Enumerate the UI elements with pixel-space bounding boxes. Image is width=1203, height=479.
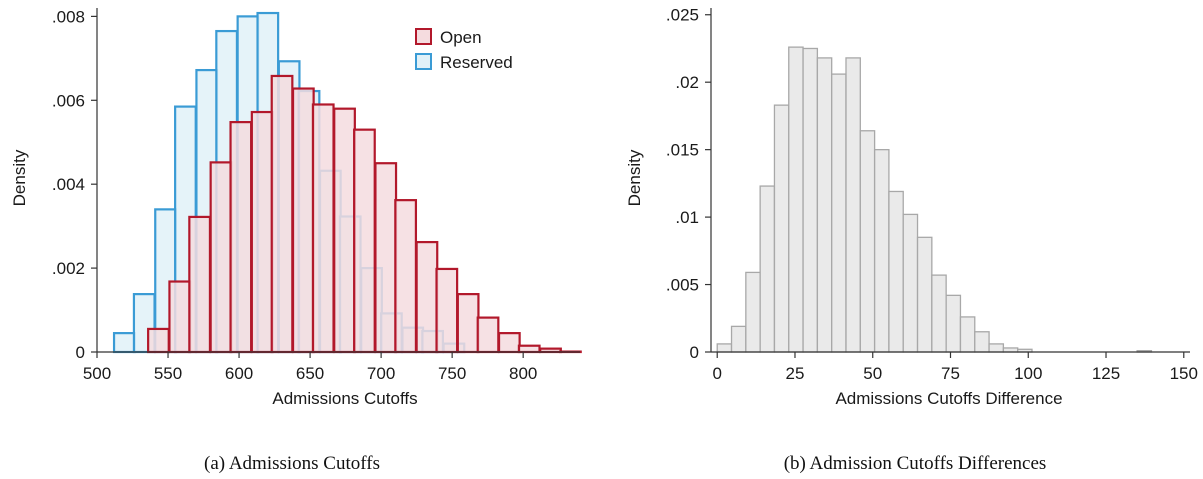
A-x-tick-label-3: 650 — [296, 364, 324, 383]
B-bar-difference-13 — [902, 213, 919, 353]
B-y-tick-label-4: .02 — [675, 73, 699, 92]
A-bar-open-4 — [229, 121, 253, 354]
legend: Open Reserved — [415, 28, 513, 72]
B-bar-difference-3 — [759, 185, 776, 353]
B-bar-difference-7 — [816, 57, 833, 353]
A-bar-open-9 — [333, 107, 356, 354]
B-bar-difference-15 — [931, 274, 947, 353]
A-y-tick-label-3: .006 — [52, 91, 85, 110]
A-x-tick-label-5: 750 — [438, 364, 466, 383]
B-bar-difference-1 — [730, 325, 747, 353]
B-x-tick-label-0: 0 — [712, 364, 721, 383]
A-x-tick-label-0: 500 — [83, 364, 111, 383]
A-y-tick-label-1: .002 — [52, 259, 85, 278]
legend-swatch-open — [415, 28, 432, 45]
A-bar-open-13 — [415, 240, 439, 354]
B-x-tick-label-3: 75 — [941, 364, 960, 383]
A-bar-open-18 — [517, 344, 541, 354]
panel-b: 0 25 50 75 100 125 150 0 .005 .01 .015 .02 .025 Adm… — [625, 6, 1198, 474]
B-bar-difference-10 — [859, 130, 876, 353]
caption-a: (a) Admissions Cutoffs — [204, 453, 380, 474]
B-bar-difference-8 — [831, 73, 847, 353]
A-bar-open-5 — [250, 110, 274, 354]
A-bar-open-8 — [311, 103, 335, 354]
B-y-tick-label-5: .025 — [666, 6, 699, 25]
A-x-tick-label-1: 550 — [154, 364, 182, 383]
legend-swatch-reserved — [415, 53, 432, 70]
A-bar-open-6 — [270, 74, 294, 354]
panel-a: 500 550 600 650 700 750 800 0.002.004.006.008 … — [10, 7, 582, 474]
A-bar-open-17 — [497, 332, 521, 354]
A-bar-open-7 — [291, 87, 315, 354]
A-bar-open-16 — [476, 316, 500, 354]
A-y-tick-label-2: .004 — [52, 175, 85, 194]
B-bar-difference-19 — [988, 343, 1005, 353]
B-bar-difference-2 — [745, 271, 761, 353]
B-y-tick-label-1: .005 — [666, 276, 699, 295]
B-bar-difference-16 — [945, 294, 962, 353]
x-ticks-b: 0 25 50 75 100 125 150 — [712, 352, 1198, 383]
legend-label-reserved: Reserved — [440, 53, 513, 72]
B-bar-difference-9 — [845, 57, 861, 353]
B-x-tick-label-1: 25 — [786, 364, 805, 383]
x-axis-label-b: Admissions Cutoffs Difference — [835, 389, 1062, 408]
B-bar-difference-14 — [916, 236, 933, 353]
B-y-tick-label-0: 0 — [690, 343, 699, 362]
difference-series — [716, 46, 1153, 353]
A-bar-open-12 — [394, 199, 418, 354]
A-bar-open-0 — [147, 327, 170, 354]
A-bar-open-1 — [168, 280, 192, 354]
B-bar-difference-18 — [974, 331, 990, 353]
y-axis-label-b: Density — [625, 149, 644, 206]
x-ticks-a: 500 550 600 650 700 750 800 — [83, 352, 537, 383]
y-axis-label-a: Density — [10, 149, 29, 206]
B-bar-difference-11 — [873, 148, 890, 353]
B-bar-difference-4 — [773, 104, 790, 353]
y-ticks-a: 0 .002 .004 .006 .008 — [52, 7, 97, 362]
A-bar-open-14 — [435, 267, 459, 354]
A-x-tick-label-6: 800 — [509, 364, 537, 383]
A-bar-open-2 — [188, 215, 212, 354]
B-bar-difference-12 — [888, 190, 904, 353]
caption-b: (b) Admission Cutoffs Differences — [784, 453, 1047, 474]
B-x-tick-label-6: 150 — [1170, 364, 1198, 383]
A-bar-open-15 — [456, 293, 480, 354]
B-x-tick-label-5: 125 — [1092, 364, 1120, 383]
x-axis-label-a: Admissions Cutoffs — [272, 389, 417, 408]
A-bar-open-3 — [209, 161, 233, 354]
B-bar-difference-17 — [959, 316, 976, 353]
A-y-tick-label-4: .008 — [52, 7, 85, 26]
legend-label-open: Open — [440, 28, 482, 47]
A-x-tick-label-2: 600 — [225, 364, 253, 383]
B-bar-difference-6 — [802, 47, 819, 353]
A-bar-open-10 — [353, 128, 376, 354]
A-bar-open-11 — [374, 162, 398, 354]
open-series — [147, 74, 582, 354]
A-y-tick-label-0: 0 — [76, 343, 85, 362]
B-bar-difference-0 — [716, 343, 733, 353]
A-x-tick-label-4: 700 — [367, 364, 395, 383]
B-x-tick-label-2: 50 — [863, 364, 882, 383]
B-x-tick-label-4: 100 — [1014, 364, 1042, 383]
B-bar-difference-5 — [788, 46, 804, 353]
B-bar-difference-20 — [1002, 347, 1019, 353]
y-ticks-b: 0 .005 .01 .015 .02 .025 — [666, 6, 711, 362]
B-y-tick-label-3: .015 — [666, 141, 699, 160]
A-bar-reserved-0 — [112, 332, 136, 354]
B-y-tick-label-2: .01 — [675, 208, 699, 227]
